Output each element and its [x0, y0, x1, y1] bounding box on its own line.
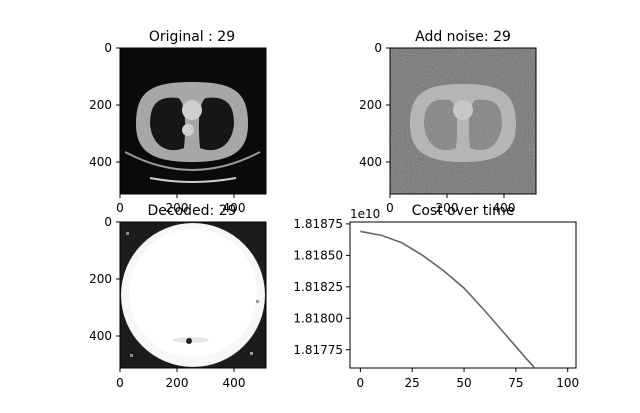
- y-tick-label: 400: [89, 155, 112, 169]
- x-tick-label: 400: [493, 201, 516, 215]
- cost-series-line: [360, 230, 536, 368]
- x-tick-label: 50: [456, 376, 471, 390]
- y-tick-label: 1.81800: [293, 311, 343, 325]
- ct-body-noisy: [390, 48, 536, 194]
- y-tick-label: 1.81825: [293, 280, 343, 294]
- y-tick-label: 0: [104, 41, 112, 55]
- x-tick-label: 200: [436, 201, 459, 215]
- y-tick-label: 200: [89, 272, 112, 286]
- axes-frame: [349, 221, 577, 369]
- panel-original: Original : 29 0 200 400: [89, 29, 267, 198]
- axes-frame: [119, 221, 267, 369]
- y-tick-label: 0: [374, 41, 382, 55]
- x-tick-label: 0: [116, 376, 124, 390]
- y-tick-label: 1.81875: [293, 217, 343, 231]
- line-chart-ticks: 0 25 50 75 100 1.81775 1.81800 1.81825 1.81850 1.…: [293, 217, 579, 390]
- y-tick-label: 1.81775: [293, 343, 343, 357]
- axes-frame: [119, 47, 267, 195]
- x-tick-label: 200: [166, 201, 189, 215]
- panel-title: Cost over time: [412, 203, 515, 219]
- y-tick-label: 0: [104, 215, 112, 229]
- axes-frame: [389, 47, 537, 195]
- x-tick-label: 0: [116, 201, 124, 215]
- x-tick-label: 25: [405, 376, 420, 390]
- x-tick-label: 400: [223, 201, 246, 215]
- x-tick-label: 75: [508, 376, 523, 390]
- panel-title: Add noise: 29: [415, 29, 511, 45]
- panel-title: Original : 29: [149, 29, 235, 45]
- x-tick-label: 100: [556, 376, 579, 390]
- decoded-content: [121, 223, 265, 367]
- y-tick-label: 200: [359, 98, 382, 112]
- x-tick-label: 0: [357, 376, 365, 390]
- y-tick-label: 400: [89, 329, 112, 343]
- offset-text: 1e10: [350, 207, 380, 221]
- x-tick-label: 200: [166, 376, 189, 390]
- x-tick-label: 0: [386, 201, 394, 215]
- panel-decoded: Decoded: 29 0 200 400 0 200 400: [89, 203, 267, 390]
- panel-cost-over-time: Cost over time 1e10 0 25 50 75 100 1.81775 1.8…: [293, 203, 579, 390]
- y-tick-label: 200: [89, 98, 112, 112]
- x-tick-label: 400: [223, 376, 246, 390]
- y-tick-label: 1.81850: [293, 248, 343, 262]
- panel-title: Decoded: 29: [147, 203, 236, 219]
- panel-add-noise: Add noise: 29 0 200 400: [359, 29, 537, 198]
- ct-body-original: [124, 82, 261, 183]
- y-tick-label: 400: [359, 155, 382, 169]
